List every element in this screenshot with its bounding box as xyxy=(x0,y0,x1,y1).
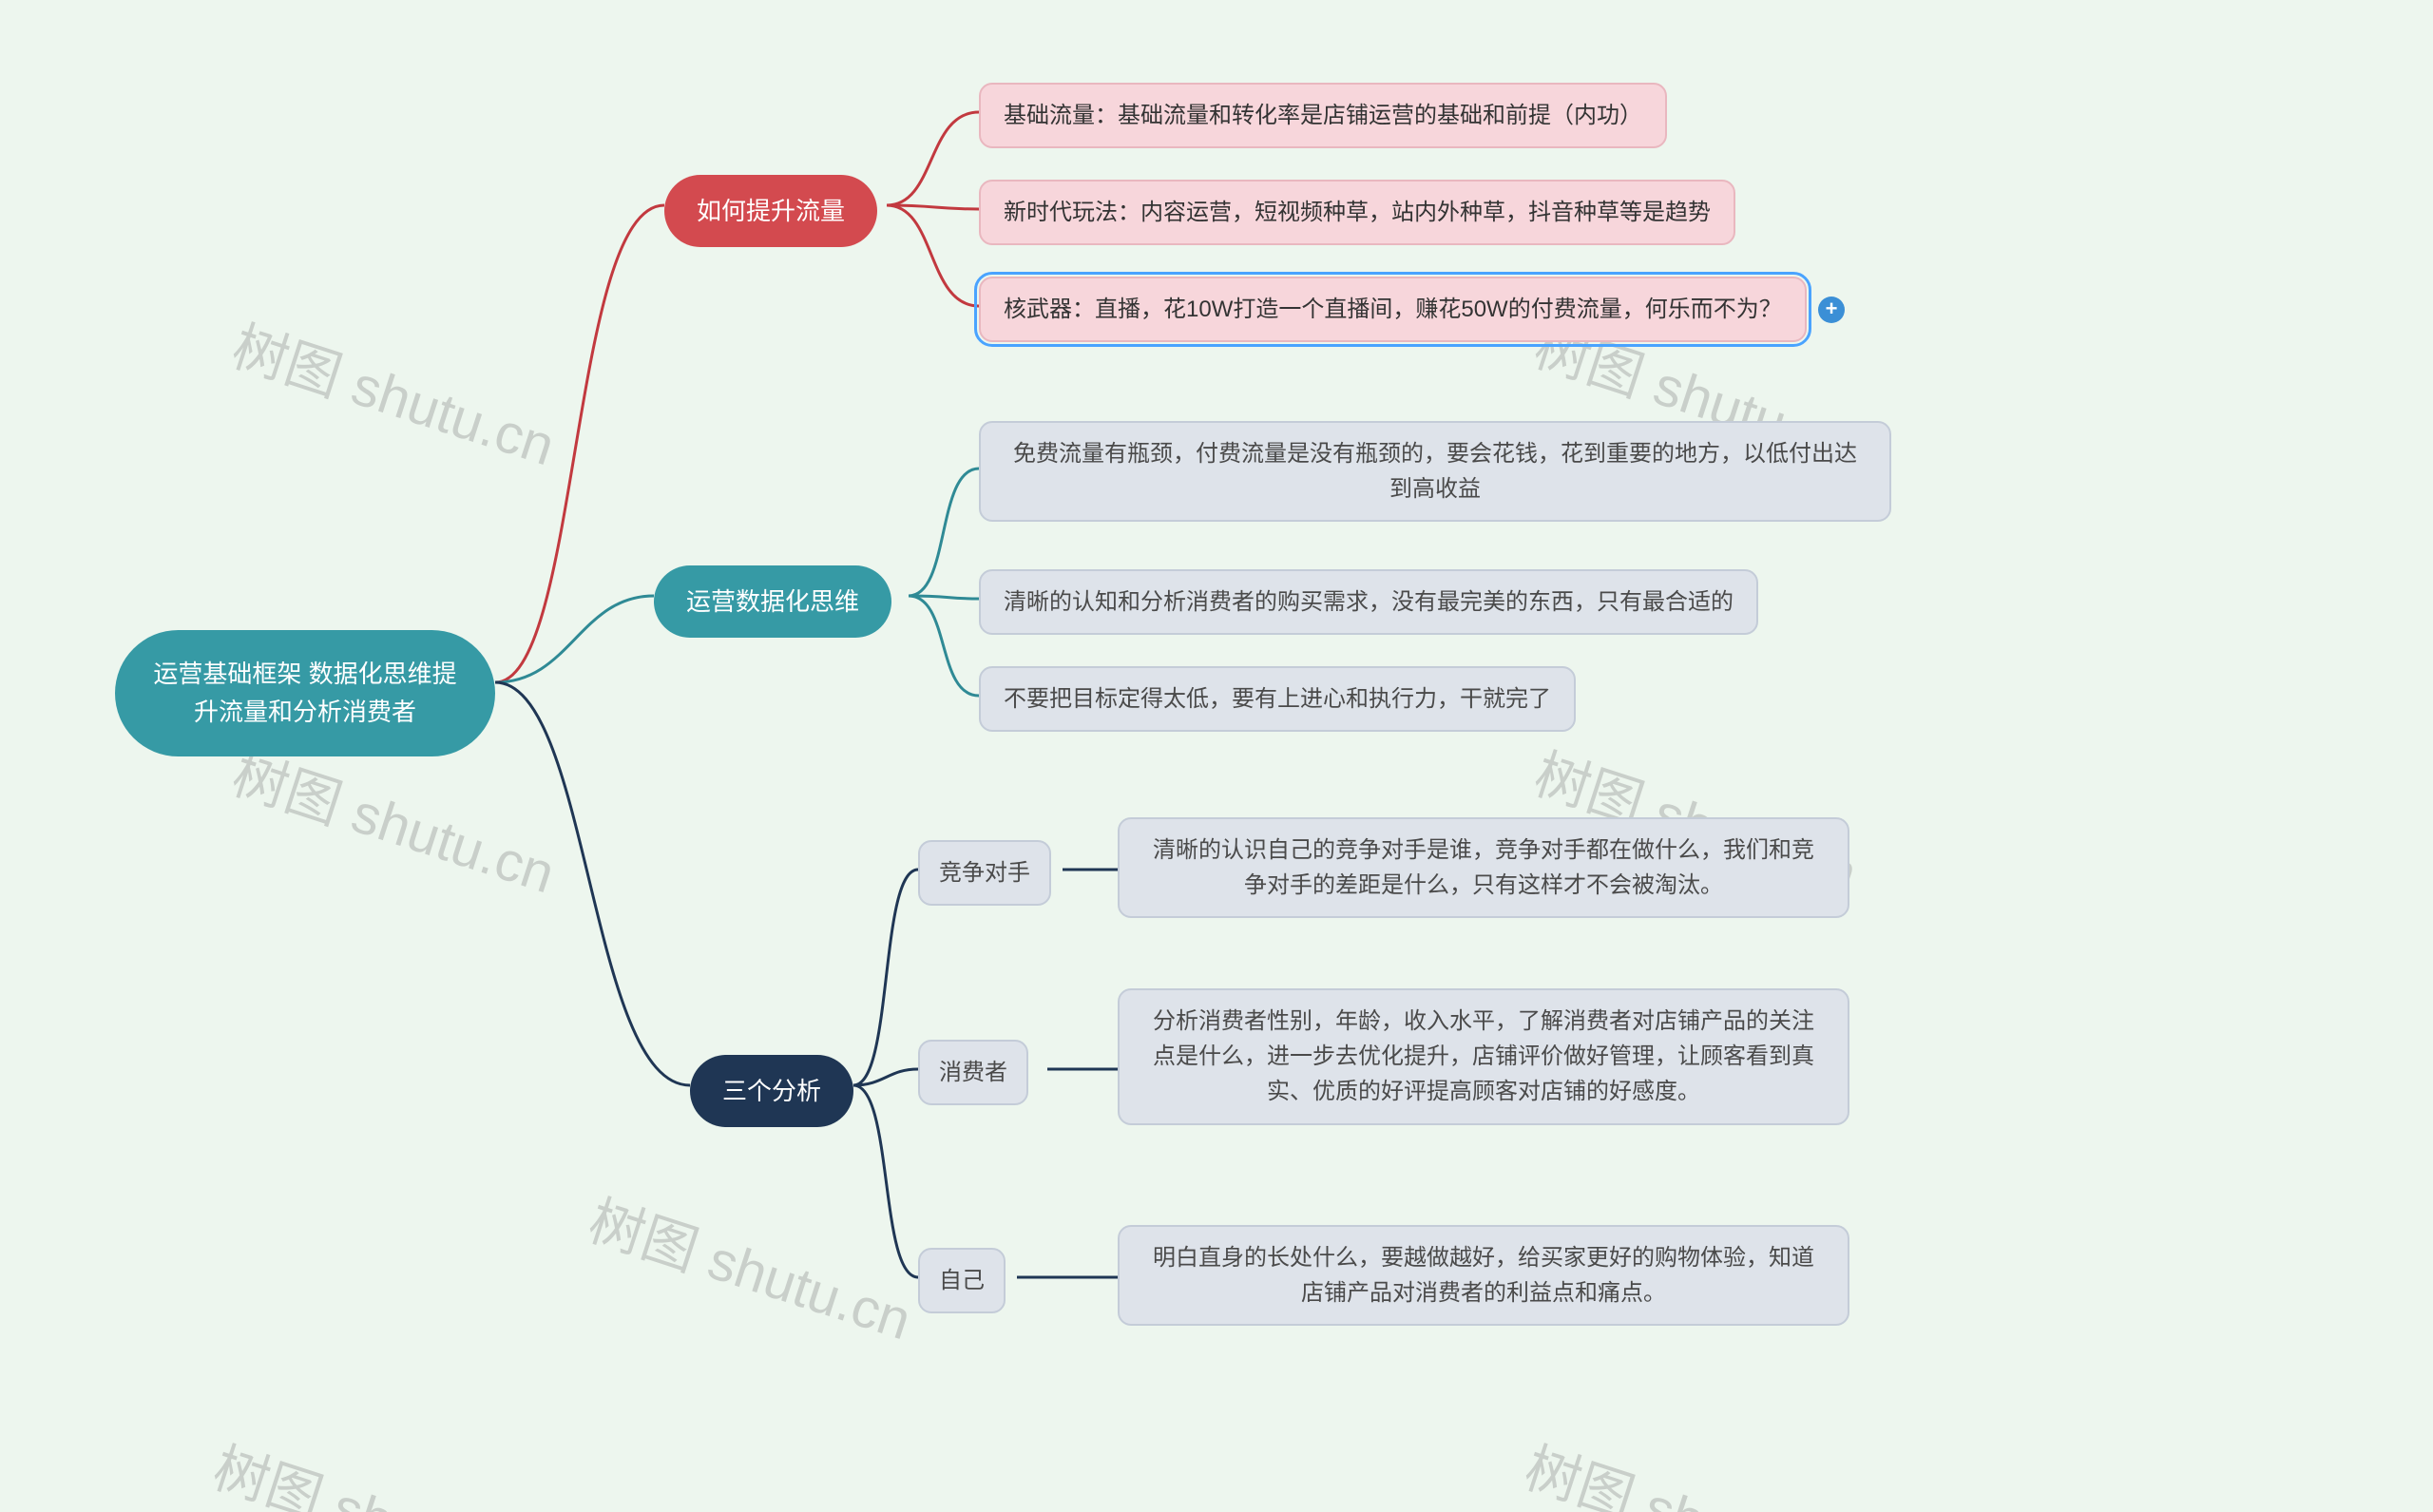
leaf-b1-2[interactable]: 新时代玩法：内容运营，短视频种草，站内外种草，抖音种草等是趋势 xyxy=(979,180,1735,245)
leaf-text: 分析消费者性别，年龄，收入水平，了解消费者对店铺产品的关注点是什么，进一步去优化… xyxy=(1142,1004,1825,1110)
watermark: 树图 shutu.cn xyxy=(205,1424,547,1512)
branch-traffic[interactable]: 如何提升流量 xyxy=(664,175,877,247)
leaf-b2-1[interactable]: 免费流量有瓶颈，付费流量是没有瓶颈的，要会花钱，花到重要的地方，以低付出达到高收… xyxy=(979,421,1891,522)
subnode-competitor[interactable]: 竞争对手 xyxy=(918,840,1051,906)
branch-three-analysis[interactable]: 三个分析 xyxy=(690,1055,853,1127)
branch-data-thinking[interactable]: 运营数据化思维 xyxy=(654,565,891,638)
leaf-text: 明白直身的长处什么，要越做越好，给买家更好的购物体验，知道店铺产品对消费者的利益… xyxy=(1142,1240,1825,1311)
leaf-text: 核武器：直播，花10W打造一个直播间，赚花50W的付费流量，何乐而不为？ xyxy=(1004,292,1782,327)
root-label: 运营基础框架 数据化思维提升流量和分析消费者 xyxy=(149,655,461,732)
branch-label: 三个分析 xyxy=(722,1072,821,1110)
watermark: 树图 shutu.cn xyxy=(1517,1424,1859,1512)
watermark: 树图 shutu.cn xyxy=(581,1177,923,1355)
subnode-label: 竞争对手 xyxy=(939,855,1030,890)
leaf-b1-3-selected[interactable]: 核武器：直播，花10W打造一个直播间，赚花50W的付费流量，何乐而不为？ xyxy=(979,277,1807,342)
leaf-text: 不要把目标定得太低，要有上进心和执行力，干就完了 xyxy=(1004,681,1551,717)
leaf-consumer[interactable]: 分析消费者性别，年龄，收入水平，了解消费者对店铺产品的关注点是什么，进一步去优化… xyxy=(1118,988,1849,1125)
leaf-text: 免费流量有瓶颈，付费流量是没有瓶颈的，要会花钱，花到重要的地方，以低付出达到高收… xyxy=(1004,436,1867,507)
subnode-label: 消费者 xyxy=(939,1055,1007,1090)
subnode-consumer[interactable]: 消费者 xyxy=(918,1040,1028,1105)
leaf-text: 清晰的认知和分析消费者的购买需求，没有最完美的东西，只有最合适的 xyxy=(1004,584,1734,620)
leaf-text: 基础流量：基础流量和转化率是店铺运营的基础和前提（内功） xyxy=(1004,98,1642,133)
leaf-b2-3[interactable]: 不要把目标定得太低，要有上进心和执行力，干就完了 xyxy=(979,666,1576,732)
subnode-self[interactable]: 自己 xyxy=(918,1248,1006,1313)
branch-label: 运营数据化思维 xyxy=(686,583,859,621)
watermark: 树图 shutu.cn xyxy=(224,302,566,481)
watermark: 树图 shutu.cn xyxy=(224,730,566,909)
leaf-text: 清晰的认识自己的竞争对手是谁，竞争对手都在做什么，我们和竞争对手的差距是什么，只… xyxy=(1142,833,1825,903)
leaf-b2-2[interactable]: 清晰的认知和分析消费者的购买需求，没有最完美的东西，只有最合适的 xyxy=(979,569,1758,635)
leaf-b1-1[interactable]: 基础流量：基础流量和转化率是店铺运营的基础和前提（内功） xyxy=(979,83,1667,148)
mindmap-root[interactable]: 运营基础框架 数据化思维提升流量和分析消费者 xyxy=(115,630,495,756)
subnode-label: 自己 xyxy=(939,1263,985,1298)
add-child-button[interactable]: + xyxy=(1818,297,1845,323)
leaf-self[interactable]: 明白直身的长处什么，要越做越好，给买家更好的购物体验，知道店铺产品对消费者的利益… xyxy=(1118,1225,1849,1326)
branch-label: 如何提升流量 xyxy=(697,192,845,230)
leaf-competitor[interactable]: 清晰的认识自己的竞争对手是谁，竞争对手都在做什么，我们和竞争对手的差距是什么，只… xyxy=(1118,817,1849,918)
leaf-text: 新时代玩法：内容运营，短视频种草，站内外种草，抖音种草等是趋势 xyxy=(1004,195,1711,230)
